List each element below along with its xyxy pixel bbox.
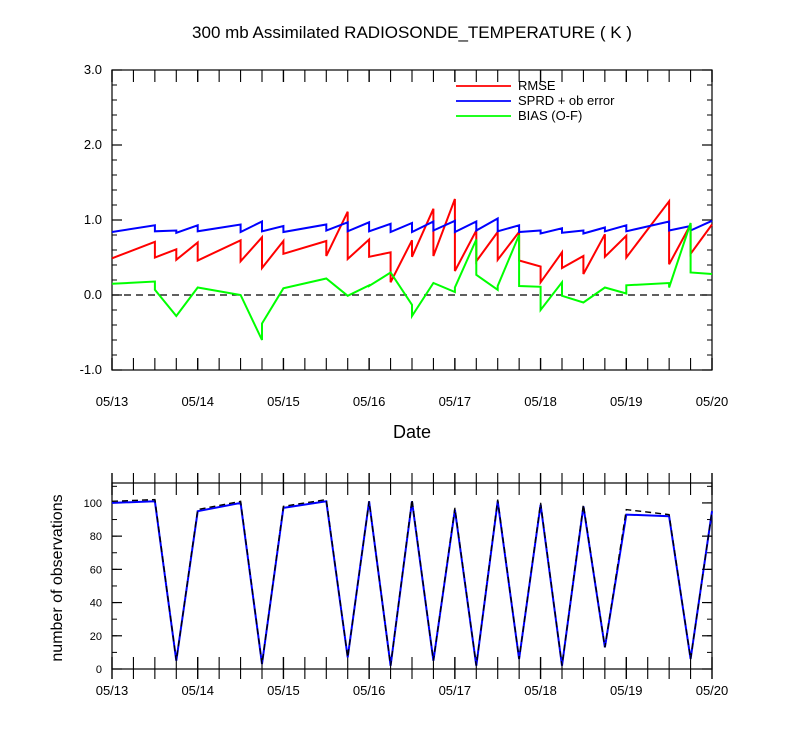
x-tick-label: 05/15 [267, 394, 300, 409]
series-line-sprd-ob-error [111, 216, 713, 235]
y-axis-label-observations: number of observations [49, 494, 66, 661]
y-tick-label: 60 [90, 564, 102, 576]
legend-label-bias-o-f: BIAS (O-F) [518, 108, 582, 123]
x-tick-label: 05/16 [353, 683, 386, 698]
x-tick-label: 05/19 [610, 394, 643, 409]
y-tick-label: 3.0 [84, 62, 102, 77]
x-tick-label: 05/13 [96, 394, 129, 409]
series-line-rmse [111, 198, 713, 286]
plot-frame [111, 69, 713, 371]
y-tick-label: 40 [90, 598, 102, 610]
x-tick-label: 05/13 [96, 683, 129, 698]
x-tick-label: 05/20 [696, 683, 729, 698]
rmse-chart-panel: -1.0 0.0 1.0 2.0 3.0 05/13 05/14 05/15 05/16 05/1… [80, 62, 729, 409]
y-tick-label: -1.0 [80, 362, 102, 377]
y-tick-label: 100 [84, 498, 102, 510]
x-axis-label: Date [393, 422, 431, 442]
legend-label-sprd-ob-error: SPRD + ob error [518, 93, 615, 108]
chart-title: 300 mb Assimilated RADIOSONDE_TEMPERATUR… [192, 23, 632, 42]
x-tick-label: 05/18 [524, 683, 557, 698]
series-line-used [111, 500, 713, 666]
x-tick-label: 05/15 [267, 683, 300, 698]
y-tick-label: 20 [90, 631, 102, 643]
y-tick-label: 2.0 [84, 137, 102, 152]
observations-chart-panel: 0 20 40 60 80 100 05/13 05/14 05/15 05/16 05/17 05/… [84, 473, 729, 698]
x-tick-label: 05/20 [696, 394, 729, 409]
y-tick-label: 1.0 [84, 212, 102, 227]
y-tick-label: 80 [90, 531, 102, 543]
x-tick-label: 05/14 [181, 394, 214, 409]
series-line-bias-o-f [111, 222, 713, 341]
x-tick-label: 05/19 [610, 683, 643, 698]
y-tick-label: 0.0 [84, 287, 102, 302]
legend-label-rmse: RMSE [518, 78, 556, 93]
series-line-possible [111, 498, 713, 666]
y-tick-label: 0 [96, 664, 102, 676]
x-tick-label: 05/18 [524, 394, 557, 409]
x-tick-label: 05/16 [353, 394, 386, 409]
x-tick-label: 05/17 [439, 394, 472, 409]
x-tick-label: 05/14 [181, 683, 214, 698]
x-tick-label: 05/17 [439, 683, 472, 698]
